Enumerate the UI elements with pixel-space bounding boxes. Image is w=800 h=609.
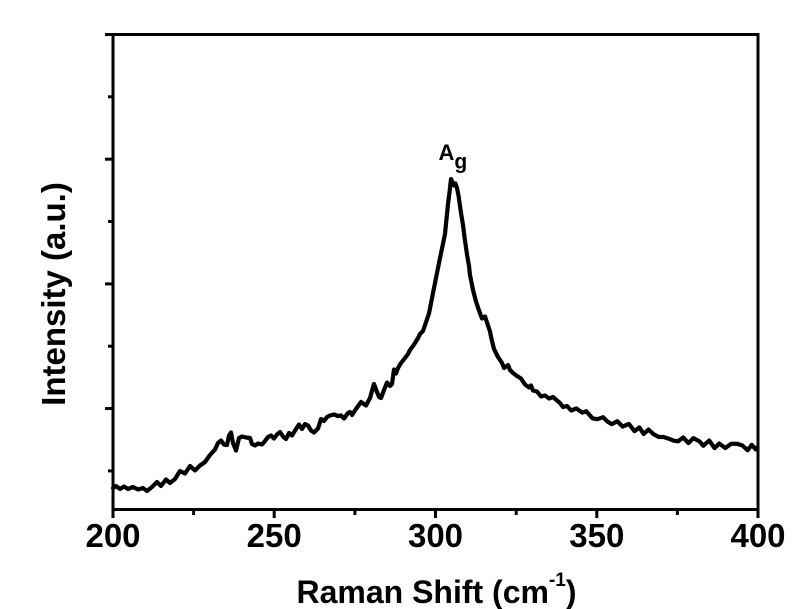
svg-text:Raman Shift (cm-1): Raman Shift (cm-1): [296, 570, 576, 609]
svg-text:350: 350: [569, 517, 624, 554]
svg-text:400: 400: [730, 517, 785, 554]
svg-text:200: 200: [85, 517, 140, 554]
svg-text:Intensity (a.u.): Intensity (a.u.): [35, 182, 72, 406]
svg-text:250: 250: [247, 517, 302, 554]
svg-text:300: 300: [408, 517, 463, 554]
svg-text:Ag: Ag: [439, 140, 468, 174]
